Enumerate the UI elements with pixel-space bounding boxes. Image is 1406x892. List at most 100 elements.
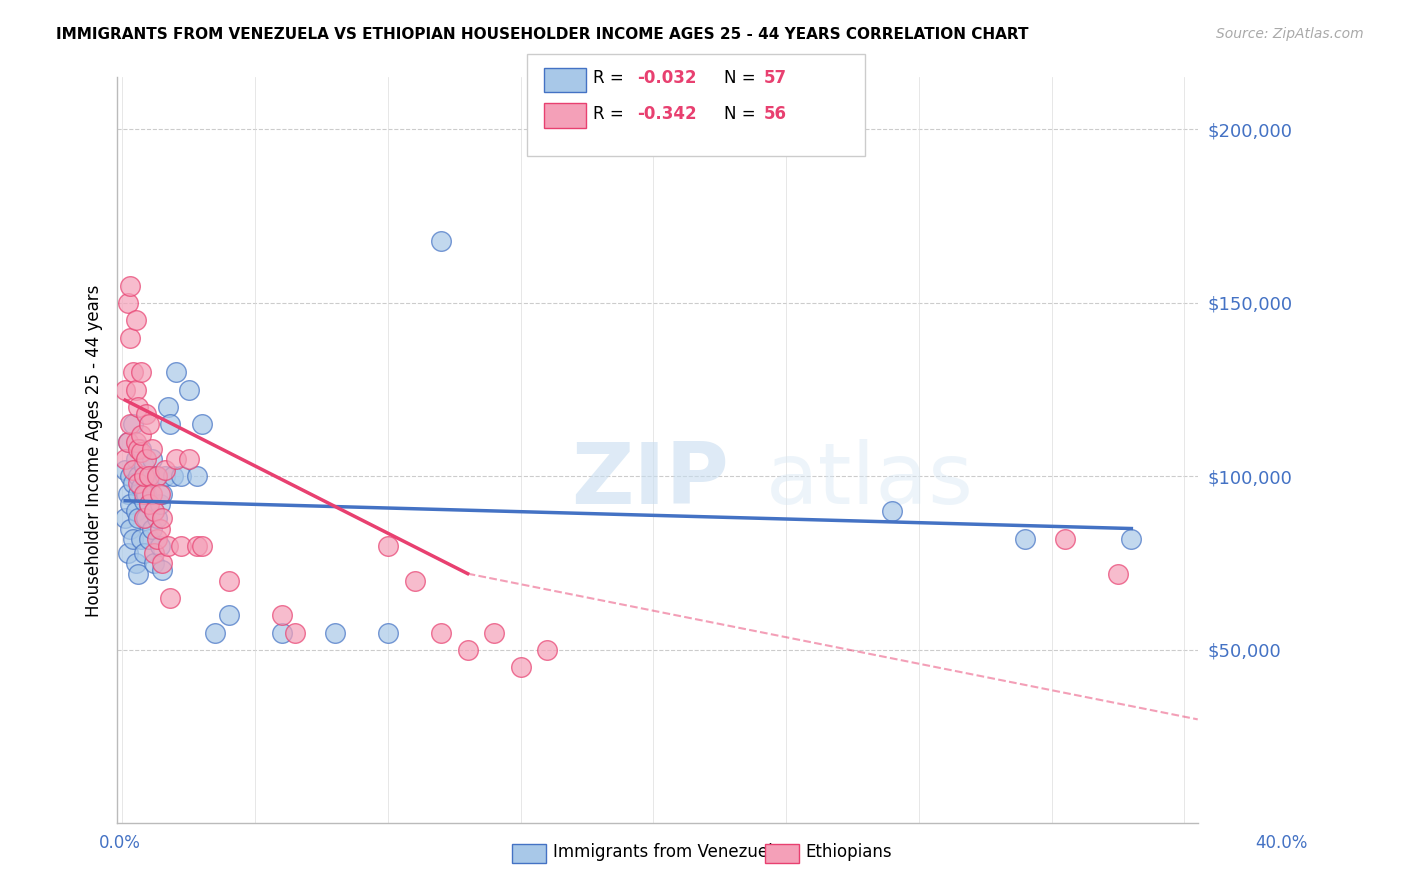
Point (218, 608, 240, 623)
Point (127, 476, 149, 491)
Point (138, 532, 160, 546)
Point (114, 452, 136, 467)
Point (146, 511, 169, 525)
Point (1107, 566, 1129, 581)
Point (141, 522, 163, 536)
Point (153, 462, 176, 476)
Text: N =: N = (724, 70, 761, 87)
Point (120, 497, 142, 511)
Point (129, 427, 152, 442)
Point (191, 417, 214, 432)
Point (150, 487, 173, 501)
Point (150, 556, 173, 570)
Point (125, 383, 148, 397)
Point (120, 522, 142, 536)
Point (170, 469, 193, 483)
Point (170, 539, 193, 553)
Point (122, 417, 145, 432)
Point (1014, 532, 1036, 546)
Point (117, 434, 139, 449)
Point (132, 493, 155, 508)
Point (218, 574, 240, 588)
Point (143, 504, 166, 518)
Point (146, 469, 169, 483)
Point (132, 469, 155, 483)
Text: 56: 56 (763, 105, 786, 123)
Point (177, 383, 200, 397)
Point (536, 643, 558, 657)
Point (149, 497, 172, 511)
Point (270, 625, 292, 640)
Point (377, 539, 399, 553)
Point (149, 487, 172, 501)
Point (129, 365, 152, 379)
Point (117, 546, 139, 560)
Point (482, 625, 505, 640)
Text: Ethiopians: Ethiopians (806, 843, 893, 861)
Point (120, 469, 142, 483)
Point (135, 407, 157, 421)
Point (323, 625, 346, 640)
Point (153, 469, 176, 483)
Text: -0.032: -0.032 (637, 70, 696, 87)
Point (132, 487, 155, 501)
Point (127, 487, 149, 501)
Text: 57: 57 (763, 70, 786, 87)
Point (138, 417, 160, 432)
Text: Immigrants from Venezuela: Immigrants from Venezuela (553, 843, 782, 861)
Point (117, 487, 139, 501)
Point (125, 313, 148, 327)
Point (135, 511, 157, 525)
Point (125, 452, 148, 467)
Point (146, 469, 169, 483)
Point (132, 546, 155, 560)
Point (191, 539, 214, 553)
Point (132, 459, 155, 474)
Point (129, 532, 152, 546)
Point (430, 625, 453, 640)
Y-axis label: Householder Income Ages 25 - 44 years: Householder Income Ages 25 - 44 years (86, 285, 103, 616)
Point (141, 487, 163, 501)
Point (114, 383, 136, 397)
Point (138, 469, 160, 483)
Point (377, 625, 399, 640)
Point (204, 625, 226, 640)
Point (177, 452, 200, 467)
Point (122, 532, 145, 546)
Point (114, 462, 136, 476)
Point (127, 511, 149, 525)
Point (129, 480, 152, 494)
Point (135, 452, 157, 467)
Point (404, 574, 426, 588)
Point (284, 625, 307, 640)
Point (141, 452, 163, 467)
Point (138, 497, 160, 511)
Text: ZIP: ZIP (571, 439, 728, 522)
Point (132, 511, 155, 525)
Point (165, 452, 187, 467)
Point (135, 487, 157, 501)
Text: N =: N = (724, 105, 761, 123)
Text: Source: ZipAtlas.com: Source: ZipAtlas.com (1216, 27, 1364, 41)
Point (120, 278, 142, 293)
Point (162, 469, 184, 483)
Point (143, 556, 166, 570)
Point (127, 442, 149, 456)
Point (127, 566, 149, 581)
Point (125, 556, 148, 570)
Point (186, 469, 208, 483)
Text: -0.342: -0.342 (637, 105, 696, 123)
Point (430, 234, 453, 248)
Point (138, 497, 160, 511)
Point (122, 462, 145, 476)
Point (270, 608, 292, 623)
Text: 40.0%: 40.0% (1256, 834, 1308, 852)
Point (150, 511, 173, 525)
Text: R =: R = (593, 70, 630, 87)
Point (150, 563, 173, 577)
Point (156, 400, 179, 414)
Text: IMMIGRANTS FROM VENEZUELA VS ETHIOPIAN HOUSEHOLDER INCOME AGES 25 - 44 YEARS COR: IMMIGRANTS FROM VENEZUELA VS ETHIOPIAN H… (56, 27, 1029, 42)
Point (122, 476, 145, 491)
Point (143, 546, 166, 560)
Point (117, 296, 139, 310)
